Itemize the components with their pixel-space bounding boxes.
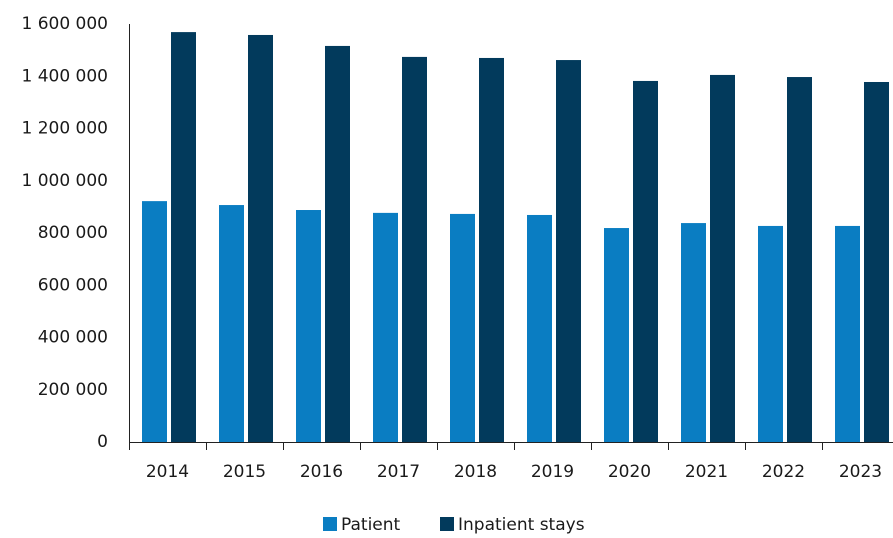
bar [248,34,273,442]
x-tick-label: 2018 [454,462,497,482]
bar [171,32,196,442]
legend-label: Inpatient stays [458,515,585,535]
x-tick-label: 2021 [685,462,728,482]
bar [835,225,860,442]
bar [758,225,783,442]
bar [710,74,735,442]
bar [479,57,504,443]
bar [787,77,812,442]
bar [604,228,629,442]
x-tick-label: 2020 [608,462,651,482]
y-tick-label: 600 000 [38,275,108,295]
y-tick-label: 800 000 [38,223,108,243]
bar [556,60,581,443]
bar [681,223,706,442]
x-tick-label: 2014 [146,462,189,482]
x-tick-label: 2023 [839,462,882,482]
bar [219,205,244,442]
bar [450,213,475,442]
bar [864,81,889,442]
y-tick-label: 1 600 000 [21,14,108,34]
x-tick-label: 2019 [531,462,574,482]
legend-swatch [440,517,454,531]
bar [402,56,427,442]
legend-swatch [323,517,337,531]
y-tick-label: 0 [97,432,108,452]
x-tick-label: 2022 [762,462,805,482]
bar [296,210,321,442]
y-tick-label: 400 000 [38,328,108,348]
x-tick-label: 2017 [377,462,420,482]
y-tick-label: 1 000 000 [21,171,108,191]
bar [373,212,398,442]
x-tick-label: 2015 [223,462,266,482]
legend-label: Patient [341,515,401,535]
bar [633,80,658,442]
bar [325,45,350,442]
y-tick-label: 200 000 [38,380,108,400]
y-tick-label: 1 200 000 [21,119,108,139]
bar [142,201,167,442]
bar [527,214,552,442]
x-tick-label: 2016 [300,462,343,482]
y-tick-label: 1 400 000 [21,66,108,86]
